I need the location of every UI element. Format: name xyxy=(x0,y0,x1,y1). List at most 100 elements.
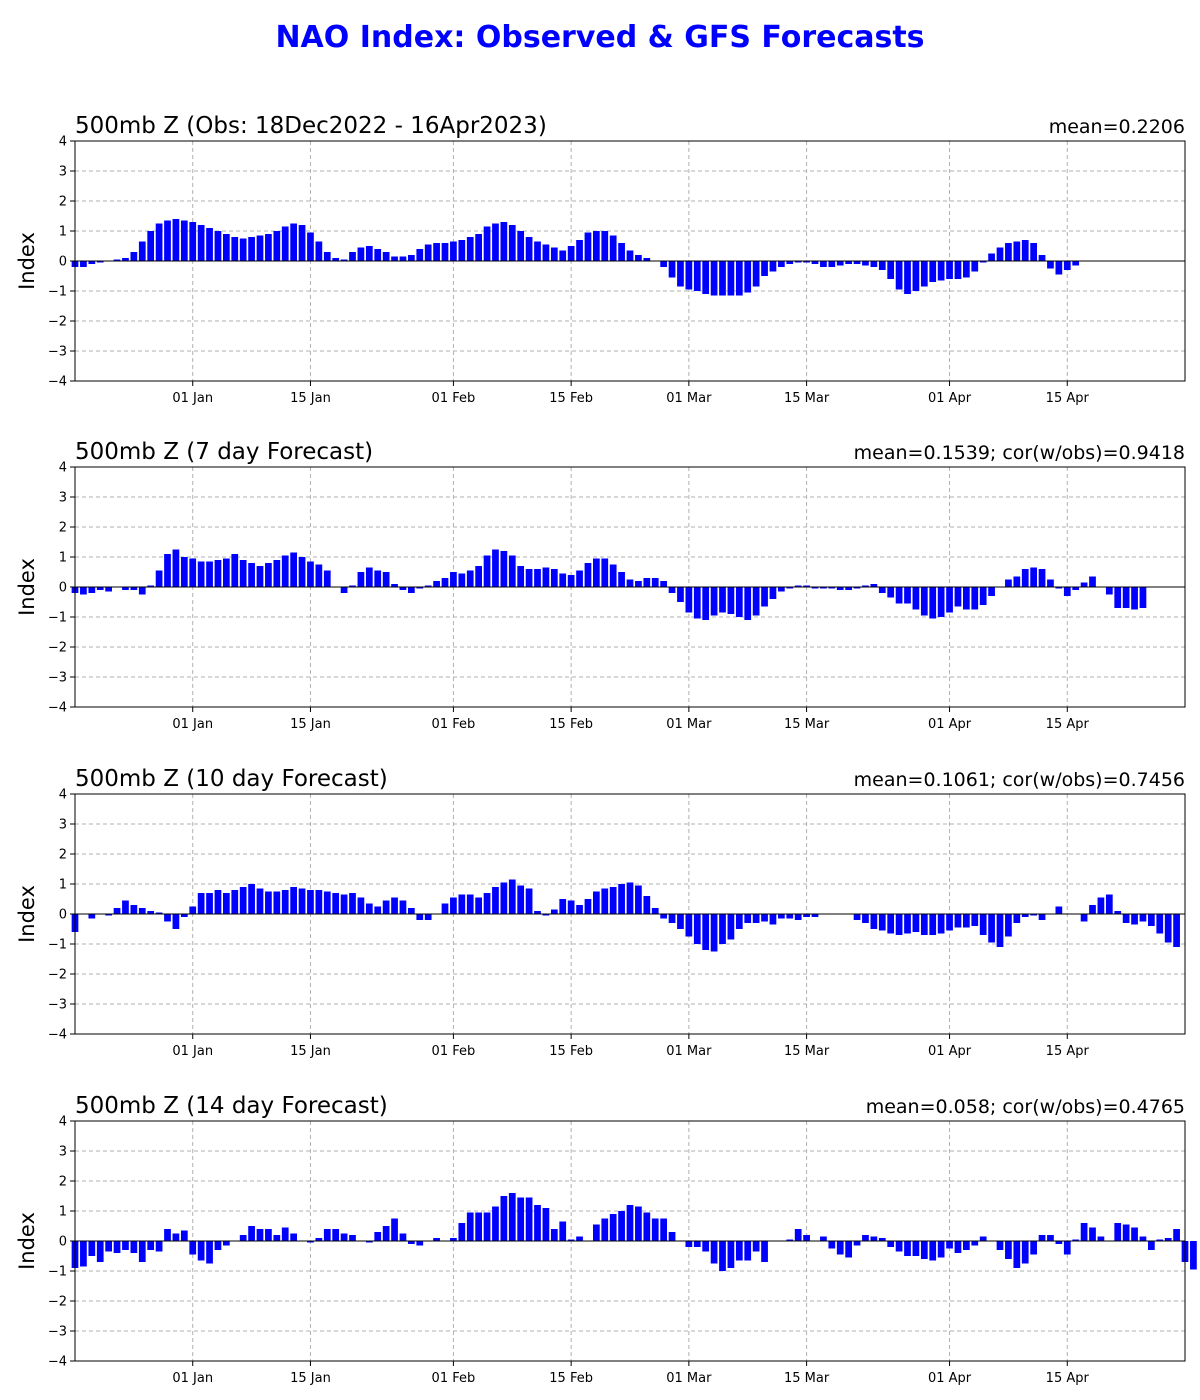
bar xyxy=(626,882,634,914)
bar xyxy=(374,570,382,587)
bar xyxy=(466,1212,474,1241)
bar xyxy=(668,1232,676,1241)
bar xyxy=(635,1206,642,1241)
bar xyxy=(1080,1223,1088,1241)
bar xyxy=(1013,576,1021,587)
bar xyxy=(1164,1238,1172,1241)
x-tick-label: 01 Apr xyxy=(928,717,972,732)
bar xyxy=(651,1218,659,1241)
bar xyxy=(1089,1227,1096,1241)
bar xyxy=(534,1205,541,1241)
bar xyxy=(357,247,365,261)
bar xyxy=(466,237,474,261)
bar xyxy=(374,1232,382,1241)
bar xyxy=(88,261,96,264)
bar xyxy=(1173,914,1180,947)
bar xyxy=(1080,914,1088,922)
bar xyxy=(693,1241,701,1247)
y-tick-label: 2 xyxy=(59,848,67,863)
panel-annotation: mean=0.1061; cor(w/obs)=0.7456 xyxy=(854,769,1185,791)
y-axis-label: Index xyxy=(15,232,39,290)
bar xyxy=(946,587,953,613)
bar xyxy=(803,585,810,587)
bar xyxy=(475,566,482,587)
bar xyxy=(483,226,491,261)
bar xyxy=(374,906,382,914)
bar xyxy=(988,914,995,943)
bar xyxy=(576,240,583,261)
y-tick-label: −1 xyxy=(48,285,67,300)
bar xyxy=(273,560,281,587)
bar xyxy=(677,914,684,929)
y-tick-label: 3 xyxy=(59,818,67,833)
bar xyxy=(929,261,937,282)
bar xyxy=(1080,582,1088,587)
bar xyxy=(492,549,499,587)
bar xyxy=(920,1241,928,1259)
y-tick-label: −1 xyxy=(48,611,67,626)
bar xyxy=(197,1241,205,1261)
y-tick-label: −3 xyxy=(48,998,67,1013)
figure-title: NAO Index: Observed & GFS Forecasts xyxy=(275,20,925,55)
bar xyxy=(719,261,726,296)
x-tick-label: 01 Feb xyxy=(432,1371,476,1386)
bar xyxy=(138,587,146,595)
bar xyxy=(357,897,365,914)
bar xyxy=(382,572,390,587)
bar xyxy=(315,1238,323,1241)
bar xyxy=(870,584,878,587)
bar xyxy=(281,1227,289,1241)
bar xyxy=(1190,1241,1197,1270)
y-tick-label: 3 xyxy=(59,1145,67,1160)
bar xyxy=(298,888,306,914)
bar xyxy=(870,914,878,929)
bar xyxy=(786,261,794,264)
bar xyxy=(1173,1229,1180,1241)
y-tick-label: 3 xyxy=(59,165,67,180)
bar xyxy=(584,563,592,587)
bar xyxy=(988,587,995,596)
bar xyxy=(895,1241,903,1252)
bar xyxy=(1021,569,1029,587)
bar xyxy=(307,1241,314,1243)
bar xyxy=(668,587,676,593)
bar xyxy=(626,1205,634,1241)
bar xyxy=(281,555,289,587)
bar xyxy=(122,587,129,590)
bar xyxy=(349,1235,356,1241)
bar xyxy=(702,1241,710,1252)
bar xyxy=(441,243,449,261)
bar xyxy=(685,587,693,613)
bar xyxy=(1030,567,1037,587)
bar xyxy=(349,252,356,261)
y-tick-label: −4 xyxy=(48,375,67,390)
panel-title: 500mb Z (14 day Forecast) xyxy=(75,1093,388,1119)
bar xyxy=(1156,914,1164,934)
panel-title: 500mb Z (7 day Forecast) xyxy=(75,439,373,465)
bar xyxy=(357,572,365,587)
bar xyxy=(727,1241,735,1268)
bar xyxy=(1030,1241,1037,1255)
bar xyxy=(155,570,163,587)
bar xyxy=(500,882,508,914)
bar xyxy=(820,587,827,589)
bar xyxy=(1047,579,1054,587)
y-tick-label: 0 xyxy=(59,908,67,923)
x-tick-label: 15 Feb xyxy=(549,1044,593,1059)
bar xyxy=(752,914,760,923)
x-tick-label: 01 Apr xyxy=(928,1371,972,1386)
bar xyxy=(895,914,903,935)
bar xyxy=(239,238,247,261)
bar xyxy=(937,1241,945,1258)
bar xyxy=(189,906,197,914)
bar xyxy=(601,1218,609,1241)
bar xyxy=(408,1241,415,1244)
bar xyxy=(256,1229,264,1241)
x-tick-label: 01 Apr xyxy=(928,1044,972,1059)
bar xyxy=(887,261,895,279)
bar xyxy=(1089,576,1096,587)
bar xyxy=(1005,243,1012,261)
bar xyxy=(567,575,575,587)
bar xyxy=(660,914,667,919)
